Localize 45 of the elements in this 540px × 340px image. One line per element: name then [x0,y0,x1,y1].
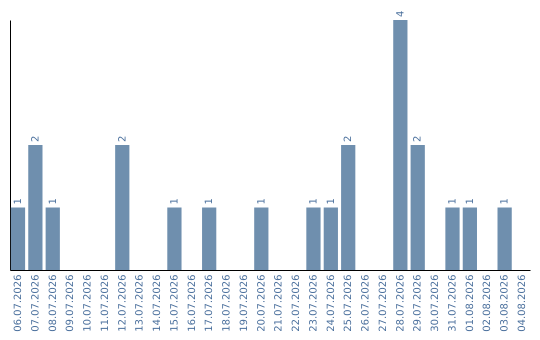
x-tick-label: 07.07.2026 [30,274,42,332]
x-tick-label: 18.07.2026 [222,274,233,332]
x-tick-label: 12.07.2026 [117,274,128,332]
x-tick-label: 06.07.2026 [12,274,24,332]
x-tick-label: 08.07.2026 [48,274,59,332]
x-tick-label: 30.07.2026 [430,274,442,332]
x-tick-label: 22.07.2026 [291,274,302,332]
data-label: 1 [48,198,59,204]
x-tick-label: 14.07.2026 [152,274,164,332]
x-tick-label: 20.07.2026 [256,274,268,332]
x-tick-label: 17.07.2026 [204,274,216,332]
data-label: 1 [12,198,24,204]
x-tick-label: 16.07.2026 [186,274,198,332]
data-label: 2 [343,136,354,142]
data-label: 1 [256,198,268,204]
x-tick-label: 19.07.2026 [238,274,250,332]
x-tick-label: 29.07.2026 [412,274,424,332]
data-label: 1 [204,198,216,204]
data-label: 1 [464,198,476,204]
x-tick-label: 01.08.2026 [464,274,476,332]
x-tick-label: 21.07.2026 [274,274,285,332]
x-tick-label: 15.07.2026 [169,274,180,332]
x-tick-label: 24.07.2026 [326,274,337,332]
data-label: 1 [447,198,458,204]
x-tick-label: 28.07.2026 [395,274,406,332]
x-tick-label: 13.07.2026 [134,274,146,332]
x-tick-label: 10.07.2026 [82,274,94,332]
x-tick-label: 31.07.2026 [447,274,458,332]
data-label: 1 [326,198,337,204]
x-tick-label: 27.07.2026 [378,274,389,332]
data-label: 1 [500,198,511,204]
data-label: 2 [412,136,424,142]
x-tick-label: 25.07.2026 [343,274,354,332]
data-label: 2 [30,136,42,142]
x-tick-label: 23.07.2026 [308,274,320,332]
x-tick-label: 02.08.2026 [482,274,494,332]
x-tick-label: 09.07.2026 [65,274,76,332]
x-tick-label: 11.07.2026 [100,274,111,332]
data-label: 4 [395,10,406,17]
x-tick-label: 26.07.2026 [360,274,372,332]
data-label: 1 [308,198,320,204]
x-tick-label: 03.08.2026 [500,274,511,332]
data-label: 1 [169,198,180,204]
x-tick-label: 04.08.2026 [517,274,528,332]
data-label: 2 [117,136,128,142]
